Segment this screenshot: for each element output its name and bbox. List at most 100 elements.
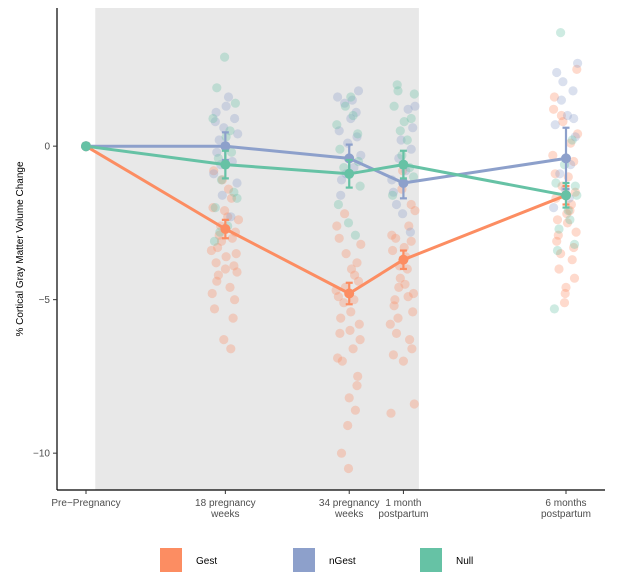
data-point-gest — [408, 288, 419, 299]
data-point-null — [567, 135, 577, 145]
data-point-gest — [341, 249, 351, 259]
data-point-gest — [353, 371, 363, 381]
data-point-ngest — [396, 135, 406, 145]
x-tick-label: weeks — [334, 509, 363, 520]
x-tick-label: weeks — [210, 509, 239, 520]
data-point-ngest — [569, 113, 579, 124]
data-point-ngest — [333, 92, 343, 102]
data-point-null — [226, 147, 237, 157]
data-point-ngest — [552, 67, 562, 78]
data-point-ngest — [406, 144, 416, 154]
data-point-gest — [350, 405, 360, 415]
data-point-gest — [346, 264, 357, 274]
data-point-gest — [219, 335, 229, 345]
data-point-gest — [226, 344, 236, 354]
x-tick-label: 1 month — [385, 498, 421, 509]
data-point-gest — [390, 295, 400, 305]
data-point-gest — [559, 298, 570, 308]
mean-point-gest — [220, 224, 231, 234]
data-point-gest — [352, 381, 362, 391]
data-point-ngest — [214, 135, 224, 145]
data-point-gest — [345, 325, 355, 335]
data-point-gest — [348, 344, 358, 354]
data-point-gest — [398, 356, 408, 366]
data-point-gest — [336, 448, 347, 458]
data-point-gest — [233, 215, 244, 225]
data-point-gest — [336, 313, 346, 323]
data-point-null — [232, 193, 242, 203]
data-point-gest — [230, 295, 240, 305]
data-point-gest — [406, 236, 416, 246]
data-point-gest — [556, 249, 566, 259]
data-point-gest — [344, 393, 354, 403]
legend-label-gest: Gest — [196, 556, 217, 567]
data-point-gest — [229, 261, 239, 271]
data-point-null — [335, 144, 345, 154]
data-point-null — [556, 27, 566, 38]
legend-key-null — [420, 548, 442, 572]
data-point-gest — [346, 307, 356, 317]
data-point-null — [565, 215, 575, 225]
data-point-gest — [570, 187, 580, 197]
data-point-ngest — [211, 107, 221, 117]
data-point-gest — [402, 264, 412, 274]
data-point-ngest — [210, 117, 220, 127]
data-point-gest — [226, 193, 237, 203]
data-point-gest — [339, 298, 349, 308]
data-point-gest — [211, 258, 221, 268]
data-point-gest — [391, 233, 401, 243]
data-point-gest — [549, 104, 559, 114]
data-point-gest — [566, 138, 576, 148]
data-point-null — [210, 203, 220, 213]
data-point-null — [355, 181, 365, 191]
x-tick-label: postpartum — [378, 509, 428, 520]
data-point-gest — [209, 166, 219, 176]
data-point-gest — [567, 255, 577, 265]
legend-label-null: Null — [456, 556, 473, 567]
data-point-null — [350, 230, 360, 240]
data-point-ngest — [336, 190, 346, 200]
mean-point-ngest — [398, 178, 409, 188]
x-tick-label: 6 months — [545, 498, 586, 509]
data-point-ngest — [233, 129, 243, 139]
data-point-gest — [207, 288, 217, 299]
data-point-null — [213, 153, 223, 163]
mean-point-gest — [398, 254, 409, 265]
data-point-null — [389, 101, 399, 111]
data-point-gest — [386, 408, 396, 418]
data-point-gest — [554, 264, 564, 274]
data-point-gest — [569, 273, 580, 283]
data-point-gest — [569, 242, 579, 253]
data-point-gest — [206, 245, 216, 256]
data-point-ngest — [403, 104, 413, 114]
data-point-gest — [337, 356, 347, 366]
data-point-gest — [405, 335, 415, 345]
data-point-gest — [214, 230, 224, 240]
y-tick-label: 0 — [44, 142, 50, 153]
mean-point-ngest — [220, 141, 231, 152]
data-point-gest — [213, 242, 223, 253]
data-point-null — [406, 113, 416, 124]
data-point-gest — [387, 230, 397, 240]
data-point-gest — [571, 227, 581, 237]
data-point-gest — [231, 249, 241, 259]
mean-point-null — [561, 190, 571, 201]
data-point-gest — [558, 117, 568, 127]
data-point-gest — [343, 420, 353, 431]
data-point-gest — [403, 292, 413, 302]
data-point-null — [408, 172, 419, 182]
data-point-gest — [561, 282, 571, 292]
data-point-ngest — [558, 77, 568, 87]
data-point-gest — [356, 239, 366, 249]
data-point-gest — [410, 206, 420, 216]
data-point-gest — [409, 399, 419, 409]
data-point-null — [552, 245, 563, 256]
data-point-gest — [394, 282, 404, 292]
data-point-null — [388, 190, 398, 200]
data-point-gest — [209, 304, 220, 314]
data-point-ngest — [398, 209, 408, 219]
y-axis-title: % Cortical Gray Matter Volume Change — [15, 161, 26, 337]
data-point-null — [209, 236, 220, 246]
data-point-ngest — [232, 178, 242, 188]
